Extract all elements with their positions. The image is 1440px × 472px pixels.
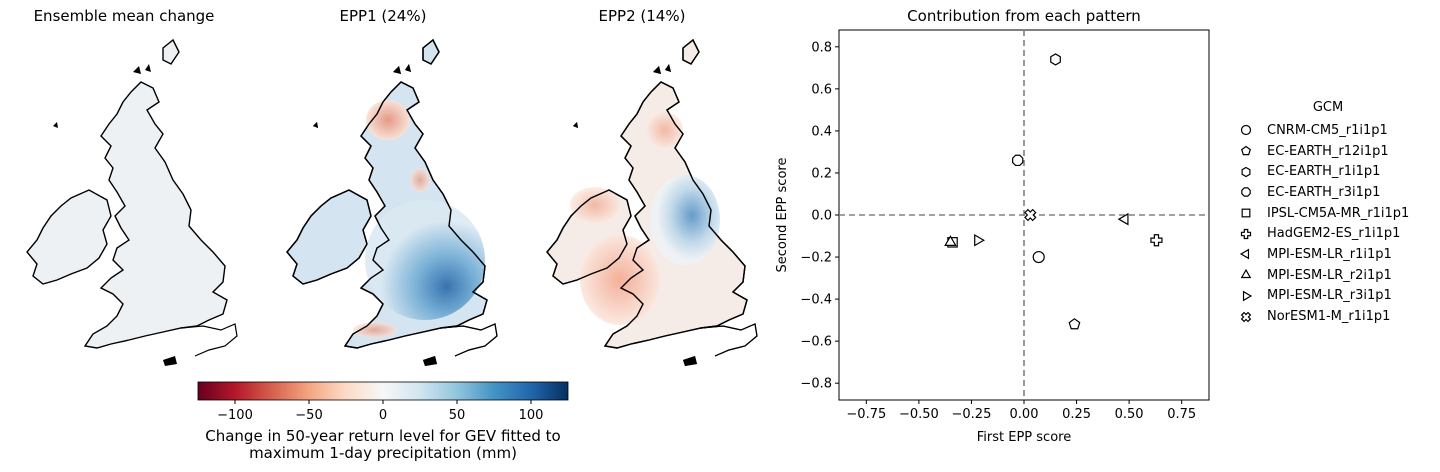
legend-marker-pentagon bbox=[1241, 145, 1251, 156]
legend-item: MPI-ESM-LR_r2i1p1 bbox=[1238, 265, 1423, 286]
colorbar-label-line1: Change in 50-year return level for GEV f… bbox=[205, 427, 561, 445]
legend-marker-icon bbox=[1240, 269, 1252, 279]
legend-marker-hexagon bbox=[1241, 166, 1251, 177]
colorbar-tick-label: 0 bbox=[379, 408, 387, 423]
legend-marker-icon bbox=[1242, 290, 1253, 302]
map-title-ensemble-mean: Ensemble mean change bbox=[33, 7, 215, 25]
legend-label: IPSL-CM5A-MR_r1i1p1 bbox=[1267, 205, 1410, 221]
y-tick-label: 0.8 bbox=[811, 40, 832, 55]
legend-item: MPI-ESM-LR_r3i1p1 bbox=[1238, 286, 1423, 307]
data-point-mpi-esm-lr_r1i1p1 bbox=[1117, 212, 1129, 226]
data-point-hadgem2-es_r1i1p1 bbox=[1150, 234, 1163, 247]
legend-item: CNRM-CM5_r1i1p1 bbox=[1238, 120, 1423, 141]
map-epp1 bbox=[286, 39, 498, 367]
legend-marker-square bbox=[1241, 208, 1251, 218]
legend-item: IPSL-CM5A-MR_r1i1p1 bbox=[1238, 203, 1423, 224]
colorbar-tick-label: 100 bbox=[519, 408, 544, 423]
x-tick-label: 0.75 bbox=[1167, 407, 1196, 422]
legend-label: HadGEM2-ES_r1i1p1 bbox=[1267, 226, 1401, 242]
legend-marker-icon bbox=[1241, 166, 1251, 177]
y-axis-label: Second EPP score bbox=[775, 158, 790, 273]
y-tick-label: −0.2 bbox=[800, 251, 832, 266]
x-tick-label: −0.50 bbox=[899, 407, 939, 422]
y-tick-label: 0.2 bbox=[811, 166, 832, 181]
legend-marker-icon bbox=[1240, 228, 1252, 239]
legend-label: MPI-ESM-LR_r1i1p1 bbox=[1267, 246, 1392, 262]
legend-item: EC-EARTH_r1i1p1 bbox=[1238, 161, 1423, 182]
colorbar-tick-label: 50 bbox=[449, 408, 466, 423]
legend-marker-triangle-left bbox=[1239, 249, 1250, 260]
y-tick-label: −0.4 bbox=[800, 293, 832, 308]
y-tick-label: −0.6 bbox=[800, 335, 832, 350]
legend-label: EC-EARTH_r3i1p1 bbox=[1267, 184, 1381, 200]
data-point-cnrm-cm5_r1i1p1 bbox=[1032, 250, 1045, 264]
legend-marker-icon bbox=[1239, 249, 1250, 260]
legend-marker-circle bbox=[1240, 125, 1252, 136]
legend-marker-x-filled bbox=[1240, 311, 1252, 322]
map-epp2 bbox=[546, 39, 758, 367]
y-tick-label: 0.0 bbox=[811, 209, 832, 224]
legend-marker-icon bbox=[1241, 145, 1251, 156]
legend-marker-octagon bbox=[1241, 187, 1251, 198]
legend-label: MPI-ESM-LR_r3i1p1 bbox=[1267, 288, 1392, 304]
legend-item: EC-EARTH_r3i1p1 bbox=[1238, 182, 1423, 203]
map-title-epp2: EPP2 (14%) bbox=[598, 7, 686, 25]
legend-marker-icon bbox=[1240, 311, 1252, 322]
data-point-ec-earth_r3i1p1 bbox=[1012, 154, 1024, 167]
y-tick-label: 0.4 bbox=[811, 124, 832, 139]
colorbar-label: Change in 50-year return level for GEV f… bbox=[205, 428, 561, 462]
legend-item: EC-EARTH_r12i1p1 bbox=[1238, 141, 1423, 162]
y-tick-label: −0.8 bbox=[800, 377, 832, 392]
colorbar-tick-label: −100 bbox=[217, 408, 253, 423]
legend-marker-triangle-right bbox=[1242, 290, 1253, 302]
scatter-plot: −0.75 −0.50 −0.25 0.00 0.25 0.50 0.75 −0.8 −0.6… bbox=[775, 29, 1210, 445]
data-point-mpi-esm-lr_r2i1p1 bbox=[944, 235, 957, 246]
legend-marker-icon bbox=[1241, 187, 1251, 198]
legend-marker-icon bbox=[1241, 208, 1251, 218]
legend: GCM CNRM-CM5_r1i1p1 EC-EARTH_r12i1p1 EC-EA… bbox=[1238, 100, 1423, 327]
colorbar-gradient bbox=[197, 381, 569, 401]
legend-marker-triangle-up bbox=[1240, 269, 1252, 279]
legend-marker-icon bbox=[1240, 125, 1252, 136]
legend-label: CNRM-CM5_r1i1p1 bbox=[1267, 122, 1388, 138]
legend-item: NorESM1-M_r1i1p1 bbox=[1238, 306, 1423, 327]
scatter-title: Contribution from each pattern bbox=[907, 7, 1141, 25]
x-axis-label: First EPP score bbox=[977, 430, 1071, 445]
x-tick-label: −0.25 bbox=[952, 407, 992, 422]
data-point-ec-earth_r12i1p1 bbox=[1068, 318, 1081, 330]
colorbar-label-line2: maximum 1-day precipitation (mm) bbox=[249, 444, 517, 462]
map-ensemble-mean bbox=[26, 39, 238, 367]
legend-item: HadGEM2-ES_r1i1p1 bbox=[1238, 223, 1423, 244]
data-point-noresm1-m_r1i1p1 bbox=[1024, 208, 1037, 222]
legend-title: GCM bbox=[1312, 100, 1344, 115]
colorbar: −100 −50 0 50 100 bbox=[197, 381, 569, 423]
data-point-ec-earth_r1i1p1 bbox=[1050, 53, 1061, 66]
legend-label: EC-EARTH_r12i1p1 bbox=[1267, 143, 1389, 159]
x-tick-label: 0.25 bbox=[1062, 407, 1091, 422]
x-tick-label: 0.00 bbox=[1010, 407, 1039, 422]
legend-item: MPI-ESM-LR_r1i1p1 bbox=[1238, 244, 1423, 265]
x-tick-label: 0.50 bbox=[1115, 407, 1144, 422]
x-tick-label: −0.75 bbox=[846, 407, 886, 422]
y-tick-label: 0.6 bbox=[811, 82, 832, 97]
map-title-epp1: EPP1 (24%) bbox=[339, 7, 427, 25]
data-point-mpi-esm-lr_r3i1p1 bbox=[974, 233, 985, 247]
legend-marker-plus bbox=[1240, 228, 1252, 239]
legend-label: EC-EARTH_r1i1p1 bbox=[1267, 164, 1381, 180]
legend-label: MPI-ESM-LR_r2i1p1 bbox=[1267, 267, 1392, 283]
legend-label: NorESM1-M_r1i1p1 bbox=[1267, 309, 1391, 325]
colorbar-tick-label: −50 bbox=[295, 408, 322, 423]
